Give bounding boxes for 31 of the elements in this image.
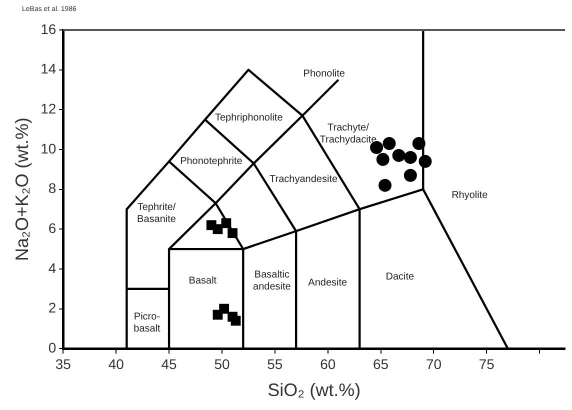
y-tick-label: 2 [48, 300, 56, 316]
annotation: Phonotephrite [180, 156, 243, 168]
annotation: Basalt [188, 275, 217, 286]
x-tick-label: 35 [55, 356, 72, 372]
y-tick-label: 4 [48, 260, 56, 276]
x-tick-label: 45 [161, 356, 178, 372]
y-tick-label: 14 [40, 60, 56, 77]
annotation: Andesite [308, 278, 348, 289]
x-tick-label: 50 [214, 356, 230, 372]
x-tick-label: 75 [478, 356, 495, 372]
x-axis-title: SiO₂ (wt.%) [268, 380, 361, 400]
y-tick-label: 0 [48, 339, 56, 356]
x-tick-label: 55 [267, 356, 283, 372]
x-tick-label: 70 [426, 356, 442, 372]
x-tick-label: 60 [320, 356, 336, 372]
annotation: Rhyolite [452, 190, 488, 202]
annotation: Tephrite/ Basanite [137, 202, 176, 225]
y-axis-title: Na₂O+K₂O (wt.%) [12, 118, 32, 262]
x-tick-label: 40 [108, 356, 124, 372]
annotation: Tephriphonolite [214, 112, 284, 124]
y-tick-label: 16 [40, 20, 56, 37]
annotation: Basaltic andesite [253, 269, 292, 292]
annotation: Dacite [386, 272, 414, 283]
annotation: Picro- basalt [134, 312, 161, 335]
annotation: Phonolite [303, 68, 346, 80]
y-tick-label: 10 [40, 140, 56, 156]
annotation: Trachyandesite [270, 174, 338, 186]
y-tick-label: 6 [48, 220, 56, 236]
y-tick-label: 12 [40, 100, 56, 117]
x-tick-label: 65 [372, 356, 389, 372]
y-tick-label: 8 [48, 180, 56, 196]
